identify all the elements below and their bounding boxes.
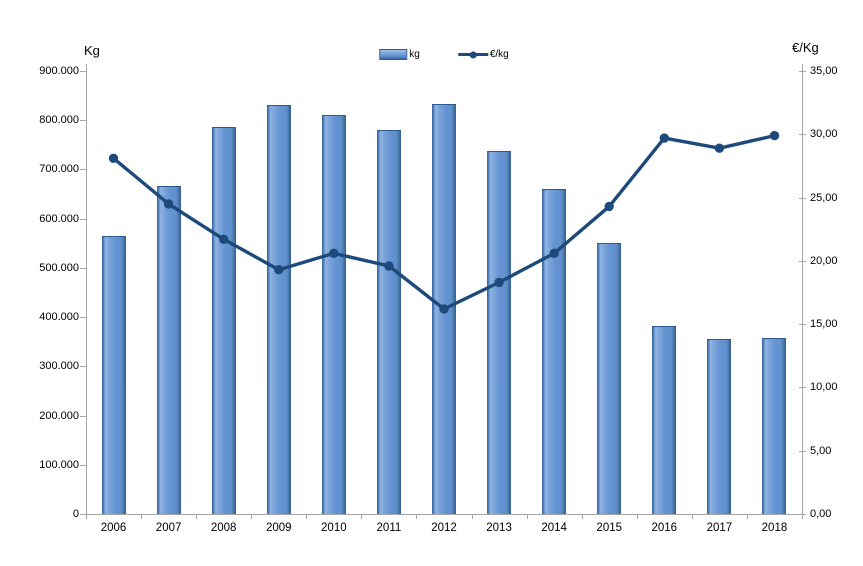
left-axis-tick-label: 500.000 xyxy=(39,261,79,274)
x-axis-tick xyxy=(416,514,418,519)
price-point-2013 xyxy=(494,277,504,288)
right-axis-title: €/Kg xyxy=(792,40,819,55)
x-axis-tick xyxy=(746,514,748,519)
bar-2006 xyxy=(101,235,126,514)
left-axis-tick xyxy=(80,317,86,319)
price-point-2011 xyxy=(384,261,394,271)
x-axis-label: 2010 xyxy=(321,522,347,534)
bar-2010 xyxy=(321,114,346,514)
x-axis-tick xyxy=(636,514,638,519)
left-axis-tick-label: 600.000 xyxy=(39,212,79,225)
x-axis-tick xyxy=(581,514,583,519)
left-axis-tick xyxy=(80,169,86,171)
left-axis-tick xyxy=(80,218,86,220)
line-series-eur-per-kg xyxy=(108,130,780,314)
right-axis-tick-label: 25,00 xyxy=(810,191,838,204)
bar-2011 xyxy=(376,130,401,514)
right-axis-tick-label: 10,00 xyxy=(810,381,838,394)
left-axis-tick xyxy=(80,464,86,466)
x-axis-tick xyxy=(251,514,253,519)
bar-2016 xyxy=(652,325,677,514)
x-axis-tick xyxy=(306,514,308,519)
bar-2015 xyxy=(597,243,622,514)
x-axis-label: 2012 xyxy=(431,522,457,534)
left-axis-tick-label: 100.000 xyxy=(39,458,79,471)
x-axis-tick xyxy=(196,514,198,519)
legend-item-kg: kg xyxy=(379,49,420,60)
legend-label-eur-per-kg: €/kg xyxy=(489,49,509,60)
x-axis-label: 2011 xyxy=(376,522,402,534)
price-point-2017 xyxy=(714,143,725,153)
left-axis-line xyxy=(86,64,87,514)
price-point-2007 xyxy=(163,199,174,209)
bar-2018 xyxy=(762,338,787,514)
left-axis-tick xyxy=(80,415,86,417)
x-axis-label: 2018 xyxy=(761,522,788,534)
plot-area xyxy=(86,71,802,514)
x-axis-label: 2014 xyxy=(541,522,567,534)
right-axis-tick-label: 15,00 xyxy=(810,318,838,331)
left-axis-tick xyxy=(80,120,86,122)
legend-line-swatch-icon xyxy=(457,51,488,58)
left-axis-tick-label: 400.000 xyxy=(39,311,79,324)
left-axis-title: Kg xyxy=(84,43,100,58)
price-point-2015 xyxy=(604,201,614,212)
x-axis-label: 2007 xyxy=(155,522,182,534)
x-axis-tick xyxy=(86,514,87,519)
x-axis-tick xyxy=(526,514,528,519)
x-axis-label: 2009 xyxy=(265,522,292,534)
x-axis-label: 2015 xyxy=(596,522,623,534)
price-point-2012 xyxy=(439,304,449,314)
bar-2008 xyxy=(211,126,236,514)
left-axis-tick-label: 200.000 xyxy=(39,409,79,422)
price-point-2018 xyxy=(769,130,780,141)
left-axis-tick xyxy=(80,514,86,515)
legend-label-kg: kg xyxy=(409,49,420,60)
price-line xyxy=(111,133,777,311)
legend: kg €/kg xyxy=(379,49,509,60)
left-axis-tick-label: 0 xyxy=(72,508,79,520)
bar-2013 xyxy=(487,150,512,514)
x-axis-tick xyxy=(471,514,473,519)
left-axis-tick-label: 300.000 xyxy=(39,360,79,373)
x-axis-tick xyxy=(141,514,143,519)
price-point-2010 xyxy=(329,248,339,258)
left-axis-tick-label: 900.000 xyxy=(39,65,79,77)
bar-2014 xyxy=(542,188,567,514)
bar-2017 xyxy=(707,339,732,514)
left-axis-tick xyxy=(80,267,86,269)
price-point-2009 xyxy=(274,265,284,275)
left-axis-tick xyxy=(80,71,86,72)
left-axis-tick xyxy=(80,366,86,368)
x-axis-tick xyxy=(691,514,693,519)
price-point-2014 xyxy=(549,248,559,258)
right-axis-tick-label: 35,00 xyxy=(810,65,838,77)
x-axis-tick xyxy=(361,514,363,519)
x-axis-label: 2013 xyxy=(486,522,512,534)
bar-2009 xyxy=(266,105,291,514)
right-axis-tick-label: 0,00 xyxy=(810,508,832,520)
bottom-axis-line xyxy=(86,514,803,515)
legend-line-marker-icon xyxy=(469,51,477,58)
x-axis-label: 2016 xyxy=(651,522,678,534)
left-axis-tick-label: 700.000 xyxy=(39,163,79,176)
x-axis-label: 2006 xyxy=(100,522,127,534)
legend-bar-swatch-icon xyxy=(379,49,408,60)
price-point-2008 xyxy=(219,234,229,244)
legend-item-eur-per-kg: €/kg xyxy=(457,49,509,60)
price-point-2006 xyxy=(108,153,119,163)
left-axis-tick-label: 800.000 xyxy=(39,114,79,127)
right-axis-line xyxy=(802,64,803,514)
x-axis-label: 2008 xyxy=(210,522,237,534)
x-axis-label: 2017 xyxy=(706,522,733,534)
right-axis-tick-label: 30,00 xyxy=(810,128,838,141)
x-axis-tick xyxy=(802,514,803,519)
bar-2007 xyxy=(156,186,181,514)
price-point-2016 xyxy=(659,133,669,143)
right-axis-tick-label: 20,00 xyxy=(810,254,838,267)
right-axis-tick-label: 5,00 xyxy=(810,444,832,457)
